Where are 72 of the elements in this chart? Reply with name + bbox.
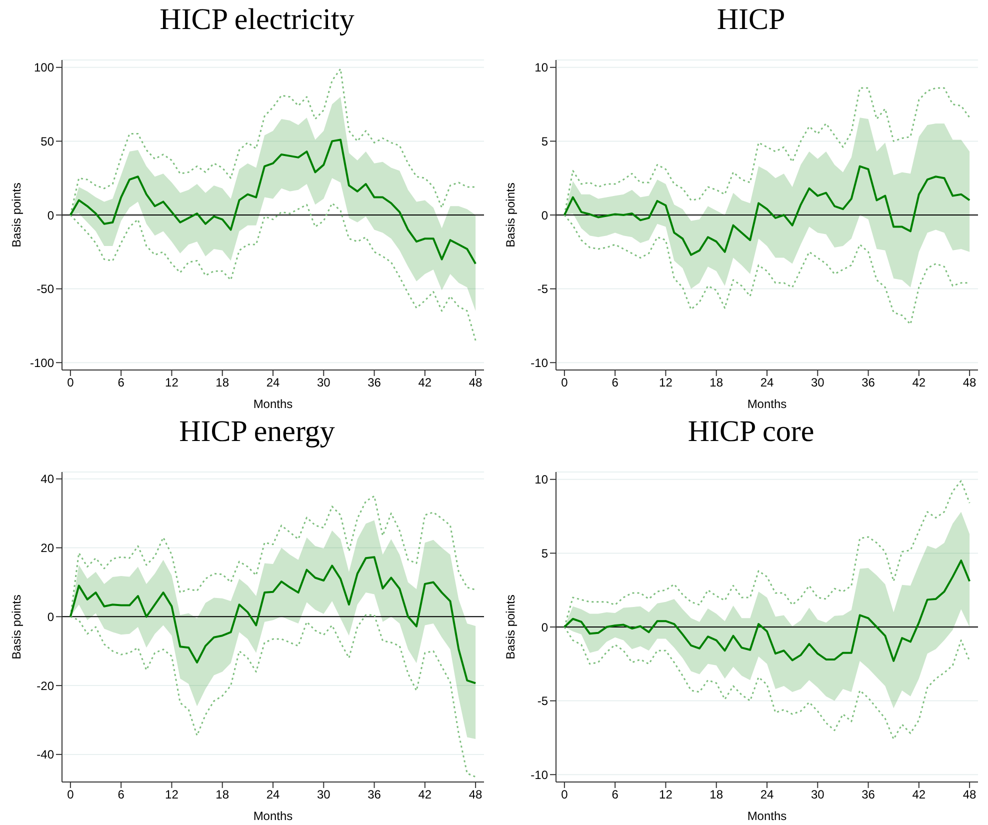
chart-title: HICP core (686, 414, 816, 450)
x-tick-label: 48 (962, 788, 977, 802)
x-tick-label: 24 (266, 788, 280, 802)
x-tick-label: 30 (316, 376, 331, 390)
x-tick-label: 0 (561, 376, 568, 390)
x-tick-label: 48 (468, 788, 483, 802)
x-tick-label: 42 (912, 376, 926, 390)
x-tick-label: 42 (418, 376, 432, 390)
y-tick-label: -50 (36, 282, 54, 296)
line-series (563, 560, 971, 662)
y-axis-title: Basis points (9, 182, 24, 248)
x-tick-label: 12 (659, 788, 673, 802)
y-tick-label: 0 (47, 610, 54, 624)
x-tick-label: 24 (266, 376, 280, 390)
x-tick-label: 18 (710, 788, 724, 802)
x-axis-title: Months (253, 397, 293, 411)
x-tick-label: 48 (468, 376, 483, 390)
line-series (69, 556, 477, 684)
x-tick-label: 18 (216, 376, 230, 390)
y-tick-label: 5 (541, 134, 548, 148)
x-tick-label: 48 (962, 376, 977, 390)
y-tick-label: 20 (40, 541, 54, 556)
y-axis-title: Basis points (503, 594, 518, 660)
y-tick-label: 40 (40, 472, 54, 486)
y-tick-label: 10 (534, 472, 548, 487)
x-tick-label: 30 (810, 788, 825, 802)
y-tick-label: -40 (36, 748, 54, 762)
x-tick-label: 0 (561, 788, 568, 802)
chart-title: HICP electricity (158, 2, 356, 38)
x-tick-label: 24 (760, 788, 774, 802)
x-tick-label: 18 (710, 376, 724, 390)
y-tick-label: -10 (530, 356, 548, 370)
x-tick-label: 36 (368, 788, 382, 802)
x-tick-label: 6 (118, 788, 125, 802)
y-tick-label: 10 (534, 60, 548, 75)
y-tick-label: 0 (541, 620, 548, 634)
x-tick-label: 36 (862, 376, 876, 390)
x-tick-label: 12 (165, 376, 179, 390)
line-series (563, 165, 971, 256)
x-tick-label: 0 (67, 376, 74, 390)
x-tick-label: 6 (612, 788, 619, 802)
x-tick-label: 18 (216, 788, 230, 802)
x-tick-label: 42 (912, 788, 926, 802)
x-tick-label: 30 (810, 376, 825, 390)
x-tick-label: 6 (612, 376, 619, 390)
x-tick-label: 42 (418, 788, 432, 802)
y-tick-label: -20 (36, 678, 54, 693)
y-tick-label: 50 (40, 134, 54, 148)
x-tick-label: 12 (659, 376, 673, 390)
y-tick-label: 5 (541, 546, 548, 560)
x-axis-title: Months (253, 809, 293, 823)
y-tick-label: -100 (30, 356, 54, 370)
y-axis-title: Basis points (503, 182, 518, 248)
x-tick-label: 24 (760, 376, 774, 390)
x-tick-label: 30 (316, 788, 331, 802)
x-tick-label: 6 (118, 376, 125, 390)
x-tick-label: 12 (165, 788, 179, 802)
y-tick-label: 0 (541, 208, 548, 222)
x-tick-label: 36 (368, 376, 382, 390)
x-tick-label: 0 (67, 788, 74, 802)
y-axis-title: Basis points (9, 594, 24, 660)
y-tick-label: 0 (47, 208, 54, 222)
x-axis-title: Months (747, 809, 787, 823)
chart-title: HICP energy (178, 414, 336, 450)
y-tick-label: -5 (537, 282, 548, 296)
y-tick-label: 100 (34, 60, 54, 75)
x-axis-title: Months (747, 397, 787, 411)
line-series (69, 138, 477, 265)
y-tick-label: -5 (537, 694, 548, 708)
y-tick-label: -10 (530, 768, 548, 782)
chart-title: HICP (716, 2, 786, 38)
x-tick-label: 36 (862, 788, 876, 802)
